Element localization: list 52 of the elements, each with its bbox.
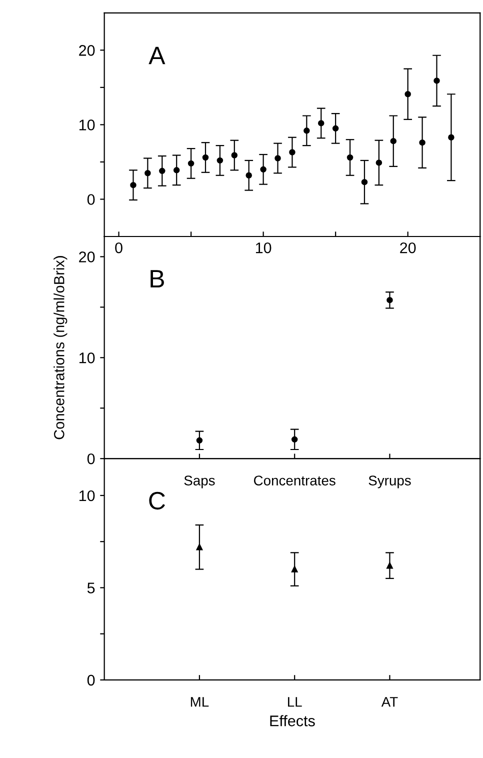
x-tick-label: 10: [256, 242, 272, 254]
point: [216, 157, 224, 164]
point: [202, 154, 209, 161]
y-tick-label: 10: [79, 490, 95, 502]
annotation: B: [150, 270, 164, 288]
y-tick-label: 10: [79, 120, 95, 130]
x-tick-label: 0: [115, 242, 122, 254]
annotation: C: [149, 492, 166, 510]
point: [274, 155, 281, 162]
y-tick-label: 0: [87, 674, 95, 686]
point: [231, 152, 238, 158]
point: [404, 91, 411, 98]
y-tick-label: 10: [79, 352, 95, 364]
point: [260, 166, 266, 173]
y-tick-label: 20: [79, 45, 95, 56]
point: [173, 167, 180, 174]
x-tick-label: 20: [400, 242, 416, 254]
point: [304, 128, 310, 134]
point: [291, 436, 298, 443]
point: [144, 170, 151, 176]
x-tick-label: Concentrates: [254, 476, 336, 486]
x-tick-label: ML: [190, 697, 209, 707]
point: [448, 134, 454, 140]
point: [386, 296, 393, 304]
y-tick-label: 0: [87, 194, 95, 205]
point: [361, 178, 368, 186]
point: [196, 544, 203, 550]
point: [196, 437, 203, 444]
point: [346, 154, 354, 161]
y-tick-label: 0: [87, 453, 95, 464]
point: [386, 562, 393, 569]
point: [188, 160, 194, 167]
x-tick-label: AT: [381, 697, 398, 707]
point: [318, 120, 324, 126]
point: [246, 172, 252, 178]
point: [291, 566, 298, 572]
point: [434, 78, 440, 84]
point: [159, 168, 166, 174]
point: [419, 139, 426, 146]
point: [376, 160, 382, 166]
annotation: A: [148, 46, 166, 64]
y-axis-title: Concentrations (ng/ml/oBrix): [54, 256, 68, 440]
x-tick-label: Syrups: [368, 476, 411, 488]
point: [332, 125, 339, 132]
x-axis-title: Effects: [270, 715, 315, 726]
x-tick-label: Saps: [184, 476, 215, 488]
y-tick-label: 20: [79, 252, 95, 262]
y-tick-label: 5: [87, 582, 95, 594]
point: [289, 149, 296, 156]
point: [130, 182, 136, 188]
point: [390, 138, 397, 144]
x-tick-label: LL: [288, 697, 302, 707]
